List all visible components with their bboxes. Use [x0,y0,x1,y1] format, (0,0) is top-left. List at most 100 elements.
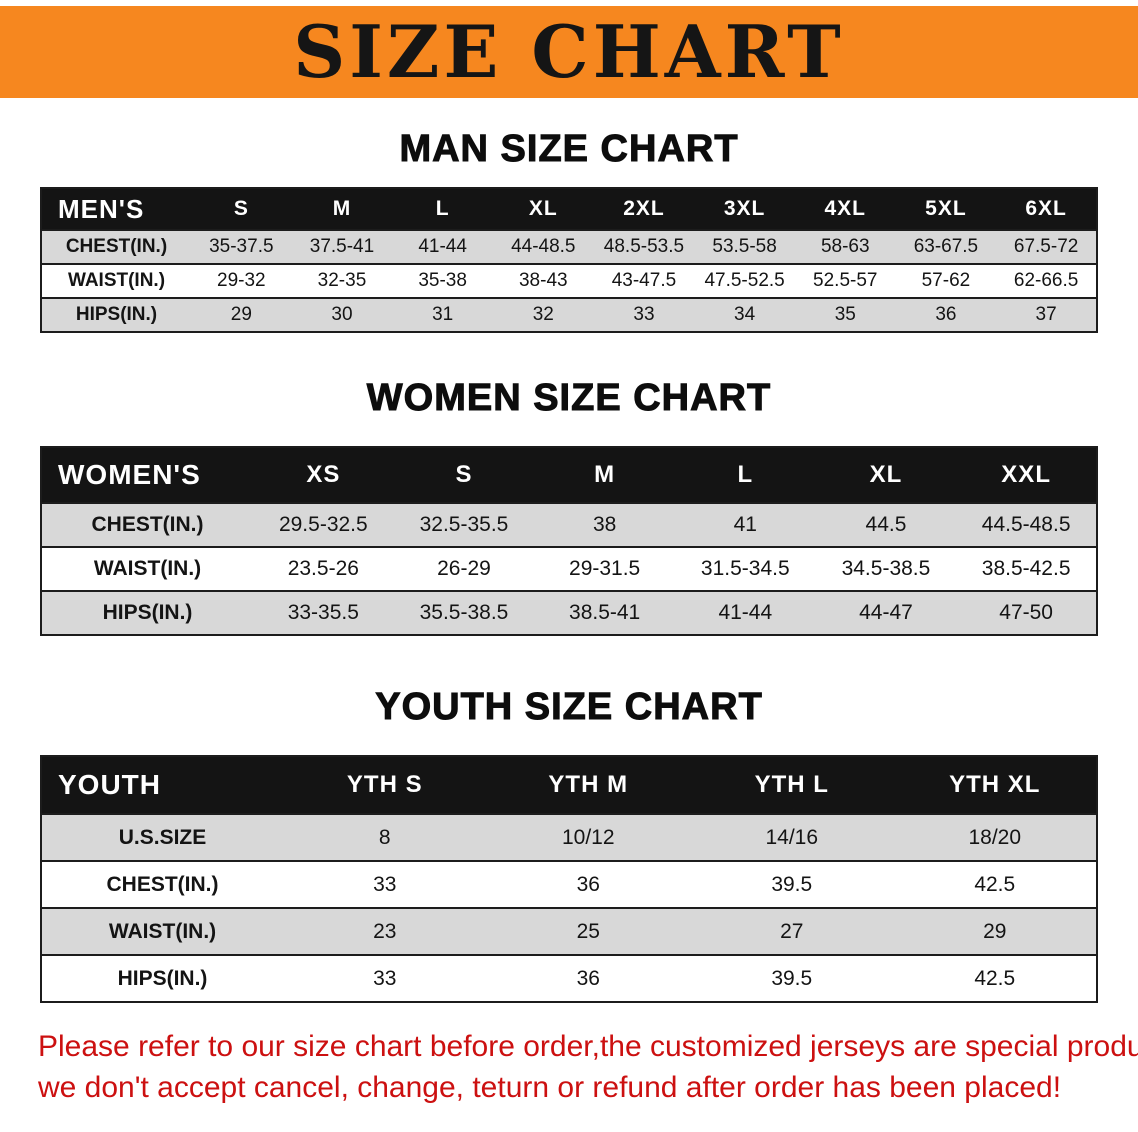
size-col-header: XS [253,447,394,503]
size-col-header: M [291,188,393,230]
size-value-cell: 47.5-52.5 [694,263,795,298]
table-row: HIPS(IN.) 33 36 39.5 42.5 [41,954,1097,1002]
size-value-cell: 34 [694,297,795,332]
size-value-cell: 36 [486,860,690,908]
row-label-cell: CHEST(IN.) [41,860,283,908]
row-label-cell: WAIST(IN.) [41,263,191,298]
table-row: WAIST(IN.) 23.5-26 26-29 29-31.5 31.5-34.5 34… [41,546,1097,591]
size-value-cell: 37 [996,297,1097,332]
size-value-cell: 14/16 [690,813,894,861]
size-value-cell: 10/12 [486,813,690,861]
size-value-cell: 47-50 [956,590,1097,635]
size-value-cell: 27 [690,907,894,955]
table-row: CHEST(IN.) 29.5-32.5 32.5-35.5 38 41 44.5 44.5… [41,502,1097,547]
size-value-cell: 29.5-32.5 [253,502,394,547]
size-value-cell: 34.5-38.5 [815,546,957,591]
size-value-cell: 43-47.5 [593,263,695,298]
size-value-cell: 53.5-58 [694,229,795,264]
size-value-cell: 32 [492,297,594,332]
size-col-header: 5XL [895,188,997,230]
size-col-header: S [191,188,292,230]
table-header-row: YOUTH YTH S YTH M YTH L YTH XL [41,756,1097,814]
table-title-cell: YOUTH [41,756,283,814]
table-row: CHEST(IN.) 35-37.5 37.5-41 41-44 44-48.5 48.5… [41,229,1097,264]
mens-size-table: MEN'S S M L XL 2XL 3XL 4XL 5XL 6XL CHEST(IN.) 35-37… [40,187,1098,333]
disclaimer-text: Please refer to our size chart before or… [38,1027,1138,1108]
disclaimer-line-2: we don't accept cancel, change, teturn o… [38,1070,1062,1104]
youth-size-table: YOUTH YTH S YTH M YTH L YTH XL U.S.SIZE 8 10/12… [40,755,1098,1003]
table-title-cell: WOMEN'S [41,447,253,503]
womens-section-heading: WOMEN SIZE CHART [366,377,772,420]
size-value-cell: 41-44 [392,229,493,264]
size-value-cell: 44-48.5 [492,229,594,264]
size-value-cell: 8 [283,813,487,861]
size-value-cell: 44.5-48.5 [956,502,1097,547]
size-col-header: XL [815,447,957,503]
size-value-cell: 23 [283,907,487,955]
size-value-cell: 38.5-41 [534,590,675,635]
youth-size-table-grid: YOUTH YTH S YTH M YTH L YTH XL U.S.SIZE 8 10/12… [40,755,1098,1003]
size-value-cell: 58-63 [794,229,896,264]
size-value-cell: 30 [291,297,393,332]
size-value-cell: 32-35 [291,263,393,298]
size-value-cell: 29 [893,907,1097,955]
table-header-row: MEN'S S M L XL 2XL 3XL 4XL 5XL 6XL [41,188,1097,230]
size-col-header: YTH M [486,756,690,814]
mens-section-heading: MAN SIZE CHART [399,128,739,171]
table-row: WAIST(IN.) 29-32 32-35 35-38 38-43 43-47.5 47.… [41,263,1097,298]
size-col-header: 3XL [694,188,795,230]
row-label-cell: CHEST(IN.) [41,229,191,264]
size-value-cell: 32.5-35.5 [393,502,535,547]
size-value-cell: 31.5-34.5 [674,546,816,591]
size-col-header: M [534,447,675,503]
size-chart-banner: SIZE CHART [0,6,1138,98]
size-value-cell: 42.5 [893,954,1097,1002]
size-value-cell: 48.5-53.5 [593,229,695,264]
size-value-cell: 29 [191,297,292,332]
size-value-cell: 26-29 [393,546,535,591]
size-value-cell: 33 [593,297,695,332]
table-row: CHEST(IN.) 33 36 39.5 42.5 [41,860,1097,908]
size-value-cell: 23.5-26 [253,546,394,591]
size-value-cell: 33 [283,954,487,1002]
size-value-cell: 35 [794,297,896,332]
size-value-cell: 37.5-41 [291,229,393,264]
youth-section-heading: YOUTH SIZE CHART [375,686,763,729]
size-value-cell: 39.5 [690,954,894,1002]
size-col-header: L [674,447,816,503]
size-value-cell: 29-32 [191,263,292,298]
table-row: HIPS(IN.) 33-35.5 35.5-38.5 38.5-41 41-44 44-… [41,590,1097,635]
disclaimer-line-1: Please refer to our size chart before or… [38,1030,1138,1063]
size-col-header: 6XL [996,188,1097,230]
size-col-header: L [392,188,493,230]
row-label-cell: HIPS(IN.) [41,590,253,635]
size-col-header: XXL [956,447,1097,503]
womens-size-table: WOMEN'S XS S M L XL XXL CHEST(IN.) 29.5-32.5 32.5… [40,446,1098,636]
banner-title: SIZE CHART [293,9,845,94]
size-value-cell: 38 [534,502,675,547]
size-value-cell: 44.5 [815,502,957,547]
size-value-cell: 33 [283,860,487,908]
table-row: WAIST(IN.) 23 25 27 29 [41,907,1097,955]
size-value-cell: 35-37.5 [191,229,292,264]
womens-size-table-grid: WOMEN'S XS S M L XL XXL CHEST(IN.) 29.5-32.5 32.5… [40,446,1098,636]
row-label-cell: WAIST(IN.) [41,546,253,591]
size-col-header: YTH L [690,756,894,814]
size-value-cell: 42.5 [893,860,1097,908]
size-value-cell: 38-43 [492,263,594,298]
size-value-cell: 31 [392,297,493,332]
size-col-header: YTH S [283,756,487,814]
size-value-cell: 18/20 [893,813,1097,861]
size-value-cell: 57-62 [895,263,997,298]
row-label-cell: HIPS(IN.) [41,954,283,1002]
row-label-cell: U.S.SIZE [41,813,283,861]
size-col-header: 4XL [794,188,896,230]
size-value-cell: 36 [895,297,997,332]
size-col-header: 2XL [593,188,695,230]
size-value-cell: 39.5 [690,860,894,908]
size-value-cell: 63-67.5 [895,229,997,264]
size-value-cell: 67.5-72 [996,229,1097,264]
table-header-row: WOMEN'S XS S M L XL XXL [41,447,1097,503]
row-label-cell: CHEST(IN.) [41,502,253,547]
